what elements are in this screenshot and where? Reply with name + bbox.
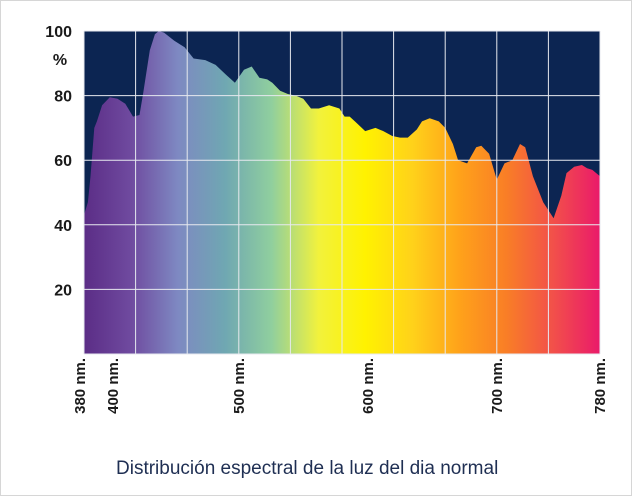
- x-tick-label: 780 nm.: [592, 358, 609, 414]
- x-tick-label: 380 nm.: [72, 358, 89, 414]
- y-axis-unit: %: [53, 52, 67, 69]
- y-tick-label: 20: [54, 282, 72, 299]
- y-tick-label: 60: [54, 153, 72, 170]
- x-tick-label: 500 nm.: [231, 358, 248, 414]
- chart-title: Distribución espectral de la luz del dia…: [116, 458, 499, 479]
- x-tick-labels: 380 nm. 400 nm. 500 nm. 600 nm. 700 nm. 780 n…: [72, 358, 609, 414]
- grid-lines: [83, 30, 601, 355]
- x-tick-label: 600 nm.: [360, 358, 377, 414]
- x-tick-label: 400 nm.: [105, 358, 122, 414]
- y-tick-label: 80: [54, 89, 72, 106]
- y-tick-label: 100: [45, 24, 72, 41]
- y-tick-labels: 20 40 60 80 100: [45, 24, 72, 299]
- x-tick-label: 700 nm.: [489, 358, 506, 414]
- y-tick-label: 40: [54, 218, 72, 235]
